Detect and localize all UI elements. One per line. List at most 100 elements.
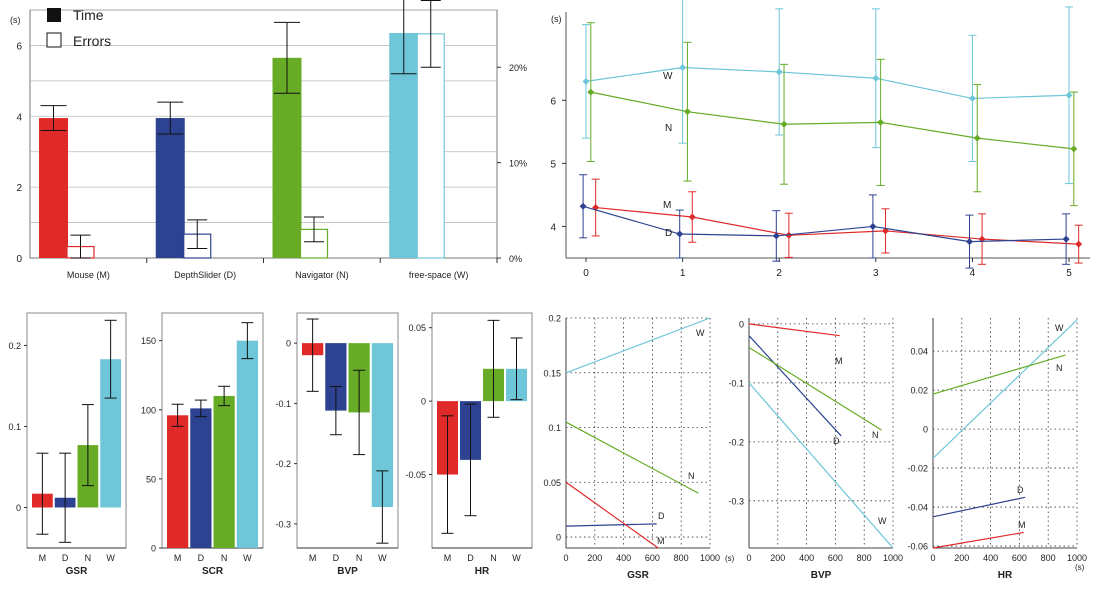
series-label: D <box>665 228 672 239</box>
data-point <box>1070 145 1078 153</box>
x-tick-label: 3 <box>873 268 879 279</box>
y-tick-label: 0.1 <box>8 422 21 432</box>
x-tick-label: 1000 <box>700 553 720 563</box>
y-tick-label: 0.2 <box>548 314 561 324</box>
x-axis-label: SCR <box>202 566 224 577</box>
x-tick-label: W <box>512 553 521 563</box>
bvp_time-chart: 0 200 400 600 800 1000 0 -0.1 -0.2 -0.3 M D N W BVP <box>728 318 903 581</box>
x-tick-label: D <box>467 553 474 563</box>
series-line-D <box>565 523 657 527</box>
x-tick-label: 800 <box>674 553 689 563</box>
data-point <box>1062 235 1070 243</box>
time-bar <box>155 118 185 258</box>
x-tick-label: 200 <box>770 553 785 563</box>
legend-errors-label: Errors <box>73 33 111 49</box>
y-tick-label: -0.2 <box>275 459 291 469</box>
x-tick-label: 400 <box>616 553 631 563</box>
series-label: N <box>1056 363 1063 373</box>
series-label: W <box>696 328 705 338</box>
y-tick-label: 0.04 <box>910 347 928 357</box>
data-point <box>968 94 976 102</box>
x-tick-label: N <box>356 553 363 563</box>
series-label: M <box>1018 520 1026 530</box>
series-line-W <box>748 382 894 549</box>
legend-time-swatch <box>47 8 61 22</box>
data-point <box>780 120 788 128</box>
y2-tick-label: 0% <box>509 254 522 264</box>
x-tick-label: 400 <box>983 553 998 563</box>
scr-chart: 0 50 100 150 M D N W SCR <box>141 312 264 577</box>
y-tick-label: -0.05 <box>405 470 426 480</box>
x-tick-label: N <box>221 553 228 563</box>
x-axis-label: HR <box>998 570 1013 581</box>
y-tick-label: 0 <box>556 533 561 543</box>
x-tick-label: 1 <box>680 268 686 279</box>
y-tick-label: 0.2 <box>8 341 21 351</box>
x-tick-label: D <box>62 553 69 563</box>
x-tick-label: 5 <box>1066 268 1072 279</box>
x-tick-label: N <box>85 553 92 563</box>
data-point <box>966 238 974 246</box>
category-label: Navigator (N) <box>295 270 349 280</box>
series-label: N <box>688 471 695 481</box>
y-tick-label: 6 <box>16 41 22 52</box>
gsr-chart: 0 0.1 0.2 M D N W GSR <box>8 312 127 577</box>
hr-chart: 0.05 0 -0.05 M D N W HR <box>405 312 533 577</box>
x-unit-label: (s) <box>725 554 735 563</box>
y-tick-label: 0.15 <box>543 368 561 378</box>
series-line-W <box>585 66 1070 100</box>
data-point <box>1075 240 1083 248</box>
y2-tick-label: 20% <box>509 63 527 73</box>
series-label: N <box>665 123 672 134</box>
x-tick-label: 200 <box>954 553 969 563</box>
x-tick-label: M <box>444 553 452 563</box>
x-tick-label: 2 <box>776 268 782 279</box>
data-point <box>676 230 684 238</box>
x-tick-label: 600 <box>1012 553 1027 563</box>
series-line-N <box>590 91 1074 150</box>
y-tick-label: 4 <box>16 112 22 123</box>
y-tick-label: 0.05 <box>543 478 561 488</box>
category-label: Mouse (M) <box>67 270 110 280</box>
series-label: M <box>835 356 843 366</box>
y-tick-label: 4 <box>550 222 556 233</box>
bar-D <box>325 343 347 411</box>
x-tick-label: 4 <box>970 268 976 279</box>
x-tick-label: N <box>490 553 497 563</box>
y-tick-label: 100 <box>141 405 156 415</box>
series-label: N <box>872 430 879 440</box>
data-point <box>679 64 687 72</box>
series-line-N <box>748 346 882 431</box>
series-line-M <box>748 323 840 337</box>
bvp-chart: 0 -0.1 -0.2 -0.3 M D N W BVP <box>275 312 399 577</box>
data-point <box>683 108 691 116</box>
x-tick-label: 800 <box>1041 553 1056 563</box>
x-tick-label: D <box>198 553 205 563</box>
bar-W <box>371 343 393 508</box>
series-label: M <box>663 200 671 211</box>
bar-M <box>167 415 189 548</box>
x-axis-label: BVP <box>811 570 832 581</box>
legend-errors-swatch <box>46 32 62 48</box>
x-axis-label: GSR <box>627 570 649 581</box>
x-tick-label: 800 <box>857 553 872 563</box>
data-point <box>688 213 696 221</box>
data-point <box>1065 91 1073 99</box>
data-point <box>587 88 595 96</box>
bar-D <box>190 408 212 548</box>
series-line-W <box>565 317 711 374</box>
y-tick-label: 50 <box>146 474 156 484</box>
y-unit-label: (s) <box>551 14 562 24</box>
x-tick-label: 400 <box>799 553 814 563</box>
x-axis-label: GSR <box>66 566 88 577</box>
y-tick-label: 0.1 <box>548 423 561 433</box>
series-line-N <box>565 421 699 494</box>
data-point <box>582 77 590 85</box>
y-tick-label: -0.3 <box>275 519 291 529</box>
x-tick-label: M <box>174 553 182 563</box>
y-tick-label: 0.05 <box>408 323 426 333</box>
data-point <box>877 118 885 126</box>
series-line-W <box>932 319 1078 459</box>
hr_time-chart: 0 200 400 600 800 1000 0.04 0.02 0 -0.02 -0.04 -0.0… <box>907 318 1087 581</box>
